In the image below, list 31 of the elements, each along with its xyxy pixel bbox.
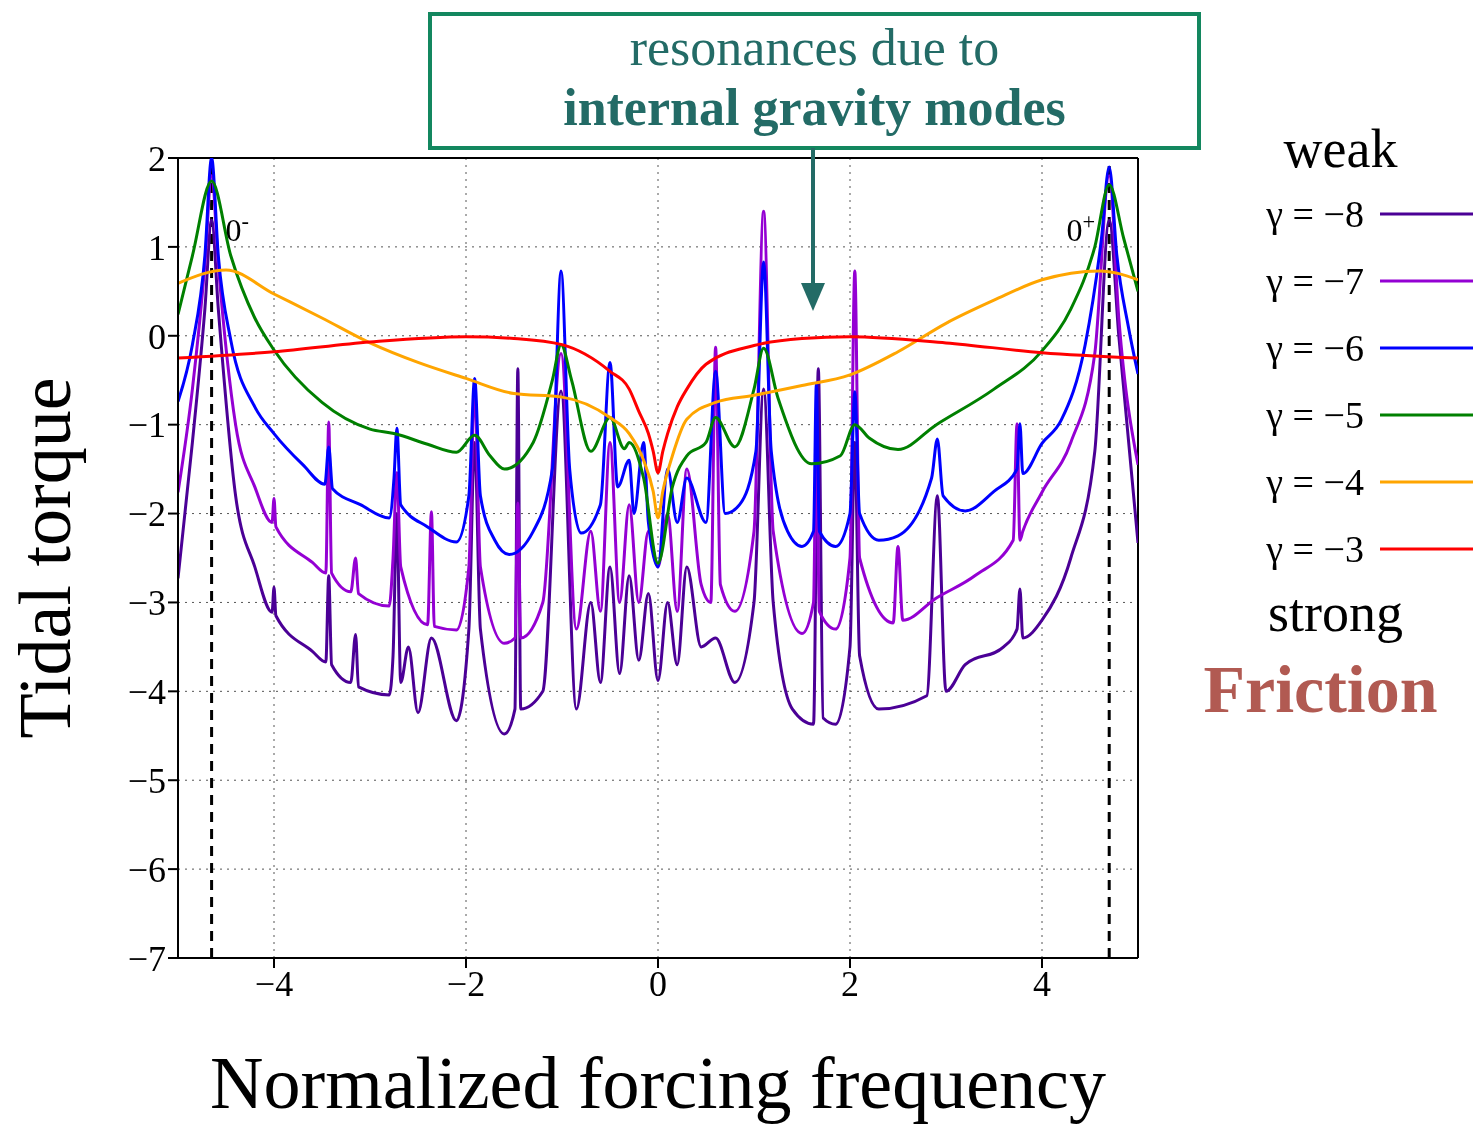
y-tick-label: 0 [148,316,166,357]
x-tick-label: −4 [254,963,294,1004]
y-tick-label: −6 [127,849,166,890]
y-tick-label: −2 [127,494,166,535]
y-tick-label: −5 [127,761,166,801]
y-tick-label: −7 [127,938,166,979]
y-tick-label: 2 [148,138,166,179]
x-tick-label: 0 [649,963,667,1004]
legend-label: γ = −4 [1265,459,1365,504]
x-tick-label: −2 [446,963,486,1004]
text: weak [1282,118,1399,180]
y-tick-label: −4 [127,672,166,713]
legend-label: γ = −3 [1265,526,1365,571]
y-tick-label: −3 [127,583,166,624]
line-series [178,268,1138,520]
text: Friction [1202,650,1439,729]
legend-label: γ = −5 [1265,392,1365,437]
text: strong [1267,582,1404,644]
legend-label: γ = −7 [1265,258,1365,303]
x-tick-label: 2 [841,963,859,1004]
line-series [178,335,1138,475]
legend-label: γ = −6 [1265,325,1365,370]
annotation: 0$^{-}$ [225,208,250,248]
x-tick-label: 4 [1033,963,1051,1004]
y-tick-label: −1 [127,405,166,446]
legend-label: γ = −8 [1265,191,1365,236]
callout-box: resonances due to internal gravity modes [428,12,1201,150]
x-axis-title: Normalized forcing frequency [210,1042,1106,1124]
annotation: 0$^{+}$ [1066,208,1096,248]
y-tick-label: 1 [148,227,166,268]
y-axis-title: Tidal torque [4,377,86,739]
